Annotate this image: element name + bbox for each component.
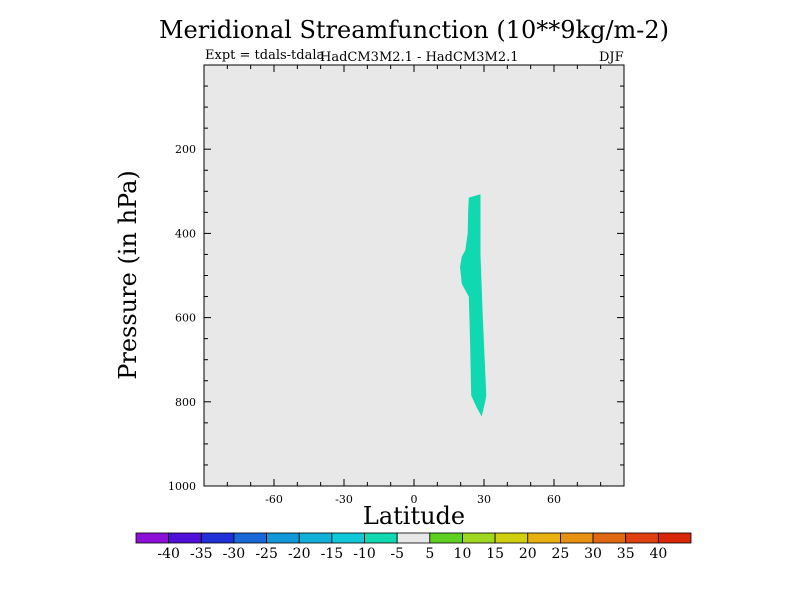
y-axis-label: Pressure (in hPa)	[114, 170, 142, 380]
colorbar-swatch	[200, 532, 235, 544]
colorbar-label: -35	[190, 546, 213, 562]
x-tick-label: 60	[547, 493, 561, 506]
colorbar-label: 40	[649, 546, 667, 562]
x-axis-label: Latitude	[362, 502, 466, 530]
colorbar: -40 -35 -30 -25 -20 -15 -10 -5 5 10 15 20 25 30 35 40	[135, 532, 692, 562]
colorbar-label: -20	[288, 546, 311, 562]
y-tick-label: 600	[175, 312, 196, 325]
chart-title: Meridional Streamfunction (10**9kg/m-2)	[158, 16, 670, 44]
colorbar-swatch	[429, 532, 463, 544]
y-tick-label: 400	[175, 227, 196, 240]
y-tick-label: 800	[175, 396, 196, 409]
colorbar-label: 10	[454, 546, 472, 562]
colorbar-swatch	[494, 532, 529, 544]
colorbar-swatch	[625, 532, 659, 544]
colorbar-label: 5	[425, 546, 434, 562]
plot-area	[204, 65, 624, 486]
colorbar-label: -40	[157, 546, 180, 562]
colorbar-label: -5	[390, 546, 404, 562]
colorbar-label: 15	[486, 546, 504, 562]
colorbar-label: 25	[551, 546, 569, 562]
colorbar-swatch	[527, 532, 561, 544]
x-tick-label: 0	[411, 493, 418, 506]
colorbar-label: 20	[519, 546, 537, 562]
colorbar-swatch	[462, 532, 496, 544]
colorbar-swatch	[396, 532, 431, 544]
axes: -60 -30 0 30 60 200 400 600 800 1000	[168, 64, 625, 506]
colorbar-label: -10	[353, 546, 376, 562]
colorbar-label: -25	[255, 546, 278, 562]
plot-background	[204, 65, 624, 486]
colorbar-swatch	[266, 532, 300, 544]
colorbar-swatch	[560, 532, 594, 544]
colorbar-swatch	[168, 532, 202, 544]
colorbar-swatch	[298, 532, 333, 544]
colorbar-swatch	[364, 532, 398, 544]
colorbar-swatch	[657, 532, 692, 544]
colorbar-label: -15	[321, 546, 344, 562]
y-tick-label: 200	[175, 143, 196, 156]
negative-anomaly-region	[460, 194, 487, 417]
colorbar-swatch	[233, 532, 267, 544]
colorbar-swatch	[135, 532, 170, 544]
colorbar-swatch	[592, 532, 627, 544]
experiment-label: Expt = tdals-tdala	[205, 48, 325, 63]
x-tick-label: -30	[335, 493, 353, 506]
x-tick-label: -60	[265, 493, 283, 506]
colorbar-label: 30	[584, 546, 602, 562]
colorbar-label: 35	[617, 546, 635, 562]
y-tick-label: 1000	[168, 480, 196, 493]
model-comparison-label: HadCM3M2.1 - HadCM3M2.1	[320, 50, 519, 65]
x-tick-label: 30	[477, 493, 491, 506]
season-label: DJF	[599, 50, 624, 65]
colorbar-label: -30	[223, 546, 246, 562]
colorbar-swatch	[331, 532, 365, 544]
